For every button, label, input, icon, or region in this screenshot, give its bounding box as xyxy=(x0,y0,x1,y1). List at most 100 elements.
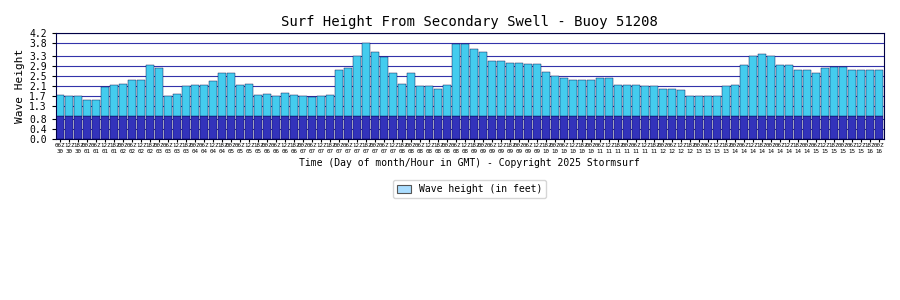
Bar xyxy=(453,116,460,139)
Bar xyxy=(714,96,721,116)
Bar xyxy=(714,116,721,139)
Bar xyxy=(435,88,442,116)
Bar xyxy=(273,96,280,116)
Bar xyxy=(848,70,856,116)
Bar xyxy=(345,68,352,116)
Bar xyxy=(66,116,73,139)
Bar xyxy=(696,96,703,116)
Bar xyxy=(516,63,523,116)
Bar xyxy=(785,116,793,139)
Bar xyxy=(480,116,487,139)
Bar xyxy=(543,116,550,139)
Bar xyxy=(408,74,415,116)
Bar xyxy=(750,116,757,139)
Bar xyxy=(291,116,298,139)
Bar xyxy=(561,116,568,139)
Bar xyxy=(408,116,415,139)
Bar xyxy=(435,116,442,139)
Bar xyxy=(669,116,676,139)
Bar xyxy=(273,116,280,139)
Bar xyxy=(237,85,244,116)
Bar xyxy=(399,116,406,139)
Bar xyxy=(857,70,865,116)
Bar xyxy=(219,116,226,139)
Bar xyxy=(588,80,595,116)
Bar xyxy=(705,96,712,116)
Bar xyxy=(66,96,73,116)
Bar xyxy=(741,64,748,116)
Bar xyxy=(300,116,307,139)
Bar xyxy=(561,78,568,116)
Bar xyxy=(812,116,820,139)
Bar xyxy=(75,116,82,139)
Bar xyxy=(768,116,775,139)
Bar xyxy=(471,50,478,116)
Bar xyxy=(812,73,820,116)
Bar xyxy=(777,65,784,116)
Bar xyxy=(264,116,271,139)
Bar xyxy=(318,116,325,139)
Bar xyxy=(660,116,667,139)
Bar xyxy=(381,116,388,139)
Bar xyxy=(866,70,874,116)
Bar xyxy=(327,116,334,139)
Bar xyxy=(102,116,109,139)
Bar xyxy=(336,116,343,139)
Bar xyxy=(174,116,181,139)
Bar xyxy=(444,85,451,116)
Bar xyxy=(615,116,622,139)
Bar xyxy=(696,116,703,139)
Bar xyxy=(120,84,127,116)
Bar xyxy=(785,65,793,116)
Bar xyxy=(624,116,631,139)
Bar xyxy=(687,116,694,139)
Bar xyxy=(147,116,154,139)
Bar xyxy=(282,93,289,116)
Bar xyxy=(210,116,217,139)
Bar xyxy=(732,85,739,116)
Bar xyxy=(839,116,847,139)
Bar xyxy=(156,116,163,139)
Bar xyxy=(768,56,775,116)
Bar xyxy=(138,80,145,116)
Bar xyxy=(399,84,406,116)
Bar xyxy=(255,95,262,116)
Bar xyxy=(372,52,379,116)
Title: Surf Height From Secondary Swell - Buoy 51208: Surf Height From Secondary Swell - Buoy … xyxy=(281,15,658,29)
Bar xyxy=(633,85,640,116)
Bar xyxy=(579,116,586,139)
Bar xyxy=(372,116,379,139)
Bar xyxy=(803,70,811,116)
Bar xyxy=(165,96,172,116)
Bar xyxy=(498,61,505,116)
Bar xyxy=(174,94,181,116)
X-axis label: Time (Day of month/Hour in GMT) - Copyright 2025 Stormsurf: Time (Day of month/Hour in GMT) - Copyri… xyxy=(300,158,640,168)
Bar xyxy=(750,56,757,116)
Bar xyxy=(489,116,496,139)
Bar xyxy=(201,85,208,116)
Bar xyxy=(462,116,469,139)
Bar xyxy=(678,116,685,139)
Bar xyxy=(480,52,487,116)
Bar xyxy=(417,116,424,139)
Bar xyxy=(318,96,325,116)
Bar xyxy=(552,76,559,116)
Bar xyxy=(390,116,397,139)
Bar xyxy=(354,116,361,139)
Bar xyxy=(597,116,604,139)
Bar xyxy=(264,94,271,116)
Bar xyxy=(111,85,118,116)
Bar xyxy=(363,116,370,139)
Bar xyxy=(794,70,802,116)
Bar xyxy=(525,64,532,116)
Bar xyxy=(830,67,838,116)
Bar xyxy=(552,116,559,139)
Bar xyxy=(156,68,163,116)
Bar xyxy=(875,116,883,139)
Bar xyxy=(507,116,514,139)
Bar xyxy=(102,87,109,116)
Bar xyxy=(579,80,586,116)
Bar xyxy=(381,57,388,116)
Bar xyxy=(246,84,253,116)
Bar xyxy=(111,116,118,139)
